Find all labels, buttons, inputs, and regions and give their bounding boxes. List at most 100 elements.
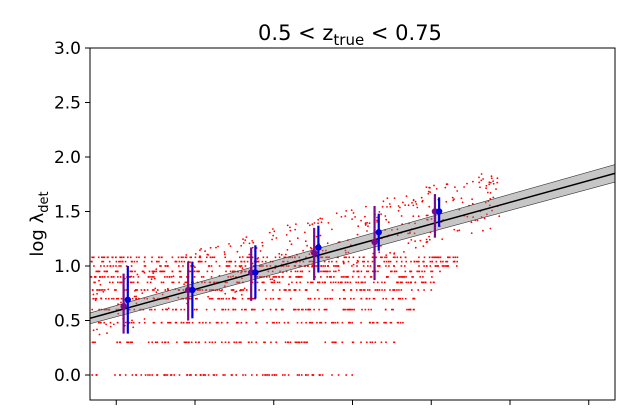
scatter-point bbox=[439, 270, 441, 273]
scatter-point bbox=[217, 245, 219, 248]
scatter-point bbox=[191, 321, 194, 324]
scatter-point bbox=[341, 281, 343, 284]
scatter-point bbox=[341, 321, 344, 324]
scatter-point bbox=[264, 289, 267, 291]
scatter-point bbox=[279, 270, 281, 273]
scatter-point bbox=[329, 270, 331, 273]
scatter-point bbox=[351, 321, 353, 324]
scatter-point bbox=[281, 276, 284, 278]
scatter-point bbox=[322, 270, 324, 273]
scatter-point bbox=[368, 297, 371, 300]
scatter-point bbox=[266, 374, 269, 376]
scatter-point bbox=[235, 290, 238, 293]
scatter-point bbox=[244, 374, 247, 376]
scatter-points bbox=[90, 173, 501, 376]
scatter-point bbox=[409, 270, 411, 273]
scatter-point bbox=[496, 181, 499, 184]
scatter-point bbox=[482, 229, 484, 232]
scatter-point bbox=[296, 341, 298, 344]
scatter-point bbox=[92, 297, 94, 300]
scatter-point bbox=[337, 256, 339, 259]
scatter-point bbox=[293, 289, 295, 291]
scatter-point bbox=[399, 276, 401, 278]
scatter-point bbox=[265, 374, 267, 376]
scatter-point bbox=[280, 308, 283, 311]
scatter-point bbox=[288, 256, 290, 259]
scatter-point bbox=[340, 216, 343, 218]
scatter-point bbox=[294, 228, 297, 231]
scatter-point bbox=[248, 253, 251, 256]
scatter-point bbox=[347, 281, 349, 284]
scatter-point bbox=[345, 276, 348, 278]
scatter-point bbox=[399, 281, 402, 284]
scatter-point bbox=[345, 256, 347, 259]
scatter-point bbox=[404, 297, 407, 300]
scatter-point bbox=[172, 281, 175, 284]
scatter-point bbox=[234, 270, 236, 273]
scatter-point bbox=[331, 341, 334, 344]
scatter-point bbox=[248, 242, 251, 245]
scatter-point bbox=[336, 321, 339, 324]
scatter-point bbox=[206, 270, 209, 273]
fit-band bbox=[90, 164, 615, 325]
scatter-point bbox=[402, 201, 404, 204]
scatter-point bbox=[108, 297, 110, 300]
scatter-point bbox=[308, 308, 311, 311]
scatter-point bbox=[116, 321, 119, 324]
scatter-point bbox=[117, 276, 119, 278]
scatter-point bbox=[231, 374, 233, 376]
scatter-point bbox=[407, 232, 409, 235]
scatter-point bbox=[318, 308, 320, 311]
scatter-point bbox=[478, 176, 480, 179]
scatter-point bbox=[269, 308, 272, 311]
scatter-point bbox=[204, 281, 206, 284]
scatter-point bbox=[441, 238, 444, 241]
scatter-point bbox=[452, 256, 455, 259]
scatter-point bbox=[331, 374, 333, 376]
scatter-point bbox=[417, 215, 420, 218]
scatter-point bbox=[380, 341, 383, 344]
scatter-point bbox=[294, 341, 297, 344]
scatter-point bbox=[189, 256, 192, 259]
scatter-point bbox=[369, 265, 372, 267]
scatter-point bbox=[232, 270, 235, 273]
scatter-point bbox=[471, 198, 473, 201]
scatter-point bbox=[167, 307, 170, 310]
scatter-point bbox=[171, 256, 174, 259]
scatter-point bbox=[270, 341, 272, 344]
scatter-point bbox=[278, 256, 281, 259]
scatter-point bbox=[255, 341, 257, 344]
scatter-point bbox=[298, 256, 301, 259]
scatter-point bbox=[312, 281, 314, 284]
scatter-point bbox=[221, 289, 223, 291]
scatter-point bbox=[333, 341, 336, 344]
scatter-point bbox=[165, 297, 168, 300]
scatter-point bbox=[218, 297, 221, 300]
scatter-point bbox=[392, 256, 395, 259]
scatter-point bbox=[278, 276, 280, 278]
scatter-point bbox=[161, 270, 163, 273]
scatter-point bbox=[210, 289, 213, 291]
scatter-point bbox=[413, 232, 416, 235]
scatter-point bbox=[289, 341, 292, 344]
scatter-point bbox=[93, 281, 95, 284]
scatter-point bbox=[392, 308, 394, 311]
scatter-point bbox=[331, 297, 333, 300]
scatter-point bbox=[155, 291, 158, 294]
scatter-point bbox=[435, 260, 438, 263]
scatter-point bbox=[442, 260, 444, 263]
scatter-point bbox=[435, 265, 437, 267]
scatter-point bbox=[323, 308, 326, 311]
scatter-point bbox=[376, 219, 378, 222]
scatter-point bbox=[159, 265, 161, 267]
scatter-point bbox=[447, 256, 449, 259]
scatter-point bbox=[431, 270, 434, 273]
scatter-point bbox=[488, 181, 491, 184]
scatter-point bbox=[320, 276, 322, 278]
scatter-point bbox=[138, 321, 141, 324]
scatter-point bbox=[229, 260, 231, 263]
scatter-point bbox=[364, 308, 367, 311]
scatter-point bbox=[188, 321, 191, 324]
scatter-point bbox=[362, 289, 365, 291]
scatter-point bbox=[129, 281, 132, 284]
